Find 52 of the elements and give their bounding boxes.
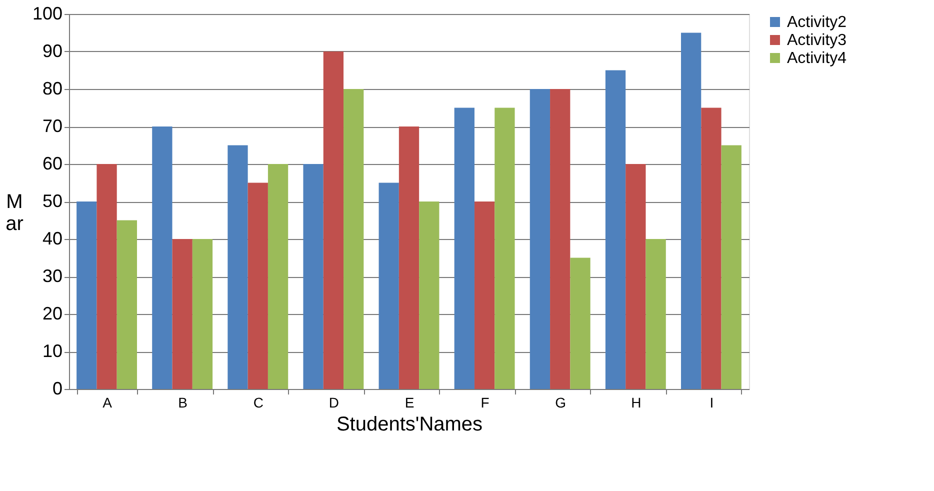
y-tick-label: 80 <box>42 78 62 98</box>
x-tick-label: A <box>102 394 113 410</box>
y-tick-label: 0 <box>52 378 62 398</box>
bar <box>248 182 268 389</box>
bar <box>701 108 722 389</box>
y-tick-label: 100 <box>32 4 62 24</box>
bar <box>344 89 364 389</box>
legend-label: Activity4 <box>787 50 847 67</box>
legend-label: Activity3 <box>787 32 847 49</box>
y-tick-label: 50 <box>42 191 62 211</box>
bar <box>474 202 495 389</box>
bar <box>419 202 440 389</box>
x-tick-label: C <box>253 394 264 410</box>
bar <box>172 239 192 389</box>
x-tick-label: I <box>710 394 714 410</box>
bar <box>323 52 344 389</box>
bar <box>303 164 324 389</box>
y-tick-label: 90 <box>42 41 62 61</box>
x-tick-label: B <box>178 394 188 410</box>
bar <box>454 108 474 389</box>
bar <box>570 258 590 389</box>
x-axis-title: Students'Names <box>336 414 483 436</box>
bar <box>626 164 646 389</box>
y-tick-label: 30 <box>42 266 62 286</box>
bar <box>398 126 420 389</box>
y-tick-label: 10 <box>42 341 62 361</box>
x-tick-label: E <box>404 394 414 410</box>
bar <box>96 164 117 389</box>
y-tick-label: 70 <box>42 116 62 136</box>
y-tick-label: 40 <box>42 228 62 248</box>
bar <box>530 89 550 389</box>
bar <box>76 202 97 389</box>
legend-label: Activity2 <box>787 14 847 31</box>
bar <box>152 126 172 389</box>
bar <box>550 89 570 389</box>
bar <box>116 220 137 389</box>
x-tick-label: H <box>631 394 642 410</box>
bar <box>494 108 515 389</box>
bar <box>378 182 399 389</box>
x-tick-label: G <box>555 394 566 410</box>
bar <box>268 164 288 389</box>
bar <box>646 239 666 389</box>
bar <box>605 70 626 389</box>
y-tick-label: 20 <box>42 304 62 324</box>
x-tick-label: D <box>328 394 340 410</box>
x-tick-label: F <box>480 394 490 410</box>
y-tick-label: 60 <box>42 154 62 174</box>
bar <box>721 145 742 389</box>
bar <box>228 145 248 389</box>
bar <box>192 239 213 389</box>
y-axis-title: M ar <box>6 191 24 235</box>
bar <box>681 32 702 389</box>
